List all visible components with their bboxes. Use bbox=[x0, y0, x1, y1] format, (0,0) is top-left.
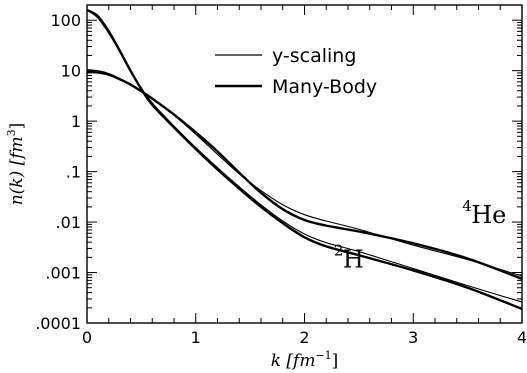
y-axis-label: n(k) [fm3] bbox=[5, 123, 27, 206]
legend-label-many-body: Many-Body bbox=[272, 76, 377, 98]
annotation-he4-mass-number: 4 bbox=[462, 197, 472, 215]
y-tick-label: .01 bbox=[56, 213, 81, 232]
series-1-thick-curve bbox=[86, 8, 523, 311]
y-tick-label: .0001 bbox=[35, 314, 81, 333]
annotation-h2-label: H bbox=[343, 246, 364, 274]
x-axis-label-end: ] bbox=[332, 351, 339, 371]
y-tick-label: 1 bbox=[71, 112, 81, 131]
legend-label-y-scaling: y-scaling bbox=[272, 45, 356, 67]
annotation-h2: 2 H bbox=[334, 242, 364, 274]
series-layer bbox=[86, 8, 523, 311]
plot-frame bbox=[86, 4, 523, 324]
x-tick-label: 1 bbox=[191, 328, 201, 347]
x-axis-label: k [fm−1] bbox=[271, 349, 339, 371]
x-tick-label: 3 bbox=[408, 328, 418, 347]
y-tick-label: 10 bbox=[61, 62, 81, 81]
tick-marks bbox=[86, 4, 523, 324]
y-tick-label: 100 bbox=[50, 11, 81, 30]
y-axis-label-end: ] bbox=[7, 123, 27, 130]
x-axis-label-exponent: −1 bbox=[315, 349, 331, 362]
annotation-he4: 4 He bbox=[462, 197, 506, 229]
y-axis-label-main: n(k) [fm bbox=[7, 136, 27, 205]
legend: y-scaling Many-Body bbox=[215, 45, 377, 98]
y-tick-label: .001 bbox=[45, 264, 81, 283]
x-axis-label-main: k [fm bbox=[271, 351, 316, 371]
y-axis-label-exponent: 3 bbox=[5, 129, 18, 136]
annotation-h2-mass-number: 2 bbox=[334, 242, 344, 260]
x-tick-label: 4 bbox=[517, 328, 527, 347]
series-3-thick-curve bbox=[86, 70, 523, 280]
y-tick-label: .1 bbox=[66, 163, 81, 182]
annotation-he4-label: He bbox=[471, 201, 506, 229]
tick-labels: 0 1 2 3 4 .0001 .001 .01 .1 1 10 100 bbox=[35, 11, 527, 347]
x-tick-label: 0 bbox=[82, 328, 92, 347]
x-tick-label: 2 bbox=[299, 328, 309, 347]
